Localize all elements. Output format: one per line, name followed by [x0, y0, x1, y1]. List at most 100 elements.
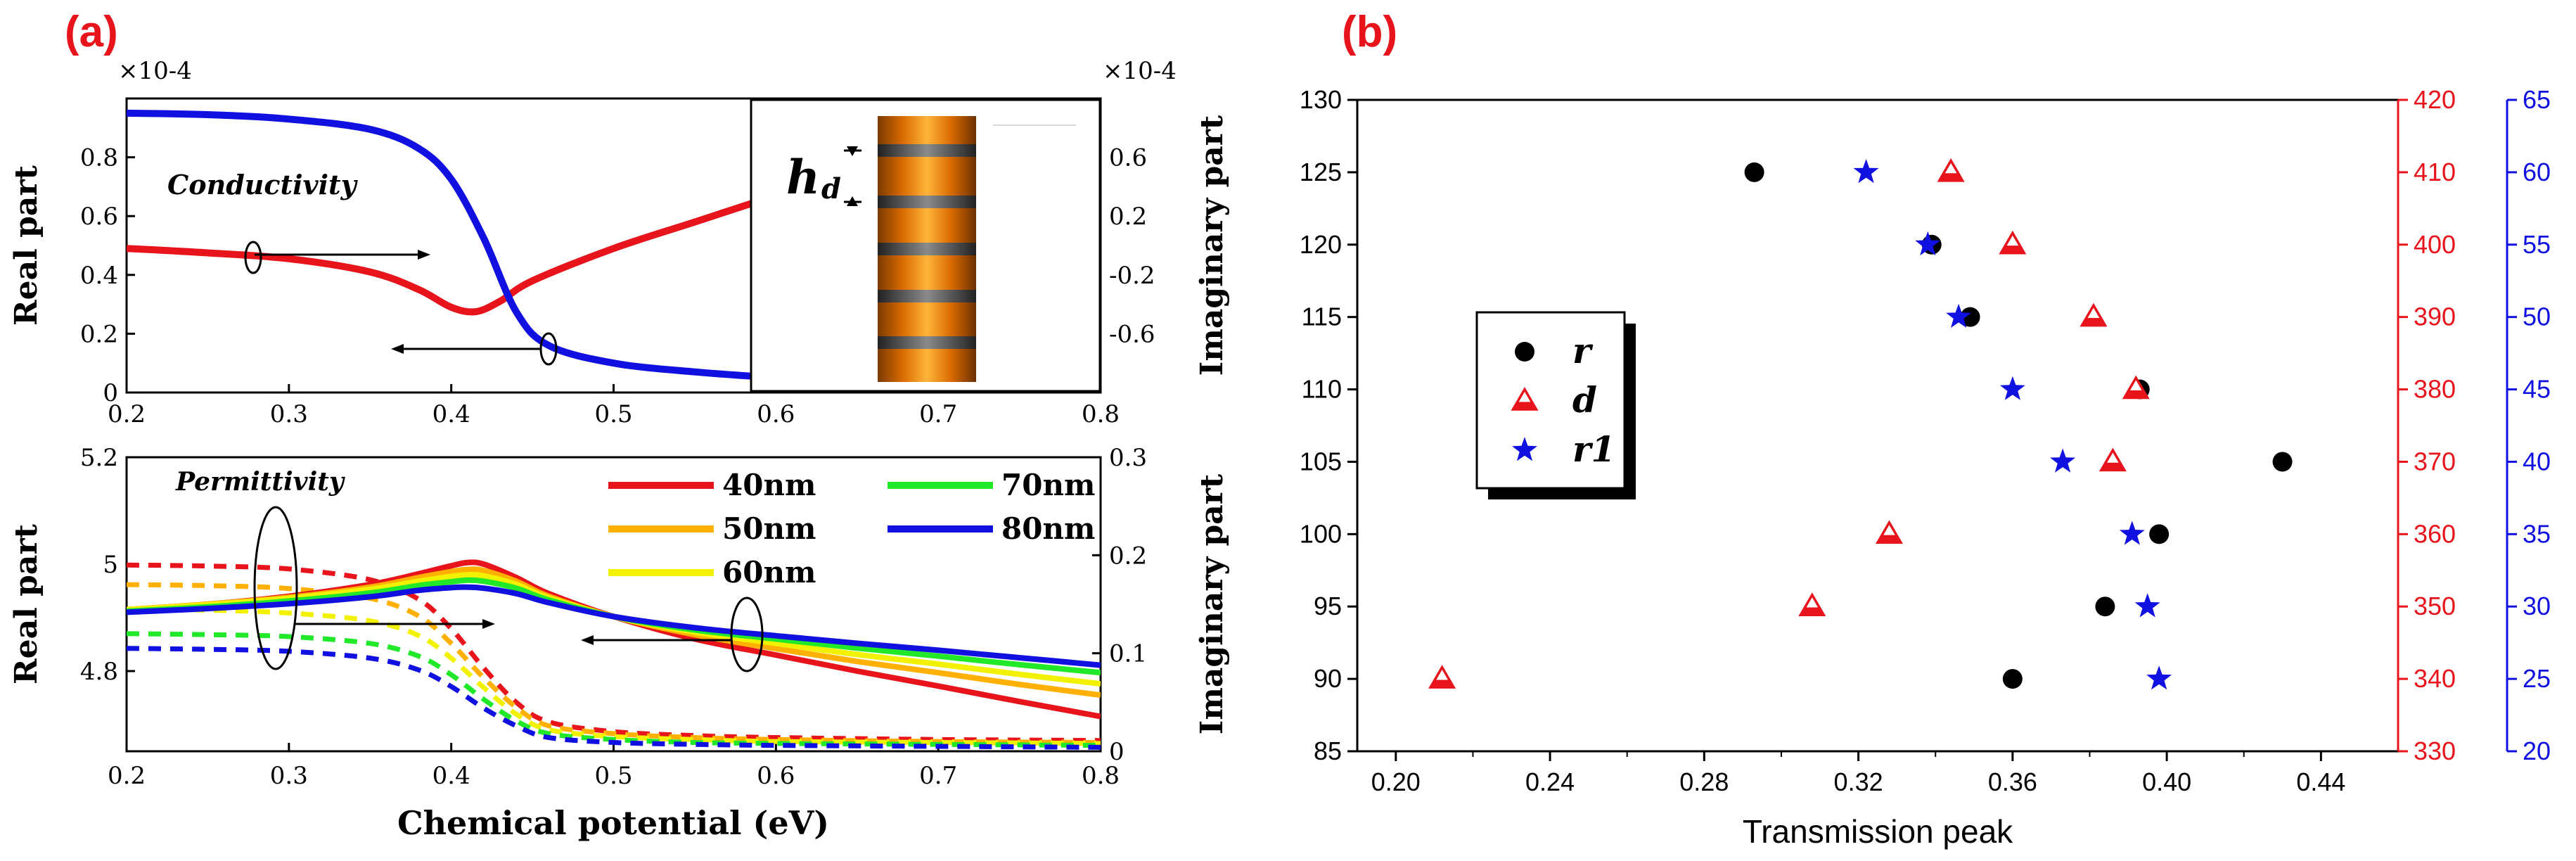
b-y2-tick-label: 360 — [2414, 519, 2456, 548]
legend-label-r: r — [1572, 330, 1594, 371]
scatter-point-d — [1999, 230, 2027, 255]
top-right-multiplier: ×10-4 — [1103, 57, 1177, 85]
conductivity-series-line — [127, 192, 777, 316]
b-x-tick-label: 0.28 — [1679, 767, 1729, 796]
scatter-point-r1 — [2134, 593, 2160, 618]
legend-label: 70nm — [1001, 468, 1095, 502]
b-x-tick-label: 0.44 — [2296, 767, 2345, 796]
b-y-tick-label: 85 — [1314, 736, 1342, 765]
bottom-y2-tick-label: 0.2 — [1109, 542, 1147, 570]
bottom-right-axis-label: Imaginary part — [1194, 473, 1230, 734]
b-y-tick-label: 95 — [1314, 592, 1342, 620]
b-y3-tick-label: 60 — [2523, 158, 2551, 186]
b-y-tick-label: 130 — [1300, 85, 1342, 114]
b-x-tick-label: 0.20 — [1371, 767, 1421, 796]
b-y3-tick-label: 45 — [2523, 375, 2551, 404]
scatter-point-r1 — [1915, 231, 1941, 256]
b-y3-tick-label: 30 — [2523, 592, 2551, 620]
arrow-head-right-bottom — [482, 619, 495, 629]
triangle-fill — [1877, 535, 1901, 543]
permittivity-real-line — [127, 566, 1101, 699]
scatter-point-r1 — [1999, 376, 2025, 400]
b-y2-tick-label: 370 — [2414, 447, 2456, 476]
b-y-tick-label: 115 — [1302, 302, 1342, 331]
triangle-fill — [1430, 680, 1454, 688]
b-y3-tick-label: 20 — [2523, 736, 2551, 765]
legend-marker-d — [1511, 387, 1539, 411]
bottom-x-tick-label: 0.7 — [919, 762, 957, 790]
permittivity-real-line — [127, 577, 1101, 676]
triangle-fill — [1513, 402, 1537, 409]
real-part-marker-ellipse — [253, 506, 298, 670]
bottom-y-tick-label: 5.2 — [80, 444, 118, 472]
b-y2-tick-label: 340 — [2414, 664, 2456, 693]
b-y2-tick-label: 350 — [2414, 592, 2456, 620]
top-y2-tick-label: 0.2 — [1109, 203, 1147, 231]
scatter-point-r1 — [1946, 303, 1972, 328]
b-y-tick-label: 125 — [1300, 158, 1342, 186]
scatter-point-r1 — [2050, 448, 2076, 473]
top-y2-tick-label: -0.6 — [1109, 320, 1155, 348]
scatter-point-d — [2122, 375, 2150, 400]
permittivity-imag-line — [127, 646, 1101, 750]
b-y3-tick-label: 55 — [2523, 230, 2551, 259]
imag-part-marker-ellipse — [730, 597, 764, 672]
bottom-x-tick-label: 0.8 — [1082, 762, 1120, 790]
scatter-legend: rd r1 — [1475, 311, 1636, 499]
b-y3-tick-label: 65 — [2523, 85, 2551, 114]
top-y-tick-label: 0.2 — [80, 320, 118, 348]
scatter-chart: 0.20 0.24 0.28 0.32 0.36 0.40 0.44 85 90 95 100 105… — [1300, 85, 2551, 850]
triangle-fill — [2082, 317, 2106, 326]
b-y-tick-label: 105 — [1300, 447, 1342, 476]
top-left-multiplier: ×10-4 — [118, 57, 192, 85]
top-y2-tick-label: 0.6 — [1109, 144, 1147, 172]
scatter-point-d — [1428, 665, 1456, 689]
top-x-tick-label: 0.7 — [919, 400, 957, 428]
triangle-fill — [2001, 245, 2025, 253]
legend-label-r1: r1 — [1572, 428, 1615, 470]
b-y-tick-label: 100 — [1300, 519, 1342, 548]
legend-label: 40nm — [722, 468, 816, 502]
arrow-head-left-bottom — [581, 635, 594, 645]
bottom-x-tick-label: 0.5 — [594, 762, 632, 790]
left-curve-marker-ellipse — [244, 241, 262, 274]
top-y-tick-label: 0.8 — [80, 144, 118, 172]
thickness-legend: 40nm 50nm 60nm 70nm 80nm — [608, 468, 1095, 589]
top-y-tick-label: 0 — [103, 379, 118, 407]
top-x-tick-label: 0.2 — [108, 400, 146, 428]
top-x-tick-label: 0.5 — [594, 400, 632, 428]
permittivity-real-line — [127, 584, 1101, 668]
b-y3-tick-label: 40 — [2523, 447, 2551, 476]
b-y3-tick-label: 35 — [2523, 519, 2551, 548]
scatter-point-r1 — [1853, 159, 1879, 184]
panel-label-a: (a) — [65, 8, 118, 56]
b-x-tick-label: 0.24 — [1525, 767, 1575, 796]
scatter-point-r — [1960, 307, 1980, 327]
panel-label-b: (b) — [1342, 8, 1397, 56]
scatter-point-d — [2080, 302, 2108, 327]
inset-label-h: h — [786, 150, 820, 205]
scatter-point-r — [2149, 524, 2170, 544]
conductivity-chart: 0.2 0.3 0.4 0.5 0.6 0.7 0.800.20.40.60.8-0.6-0… — [8, 57, 1230, 428]
bottom-x-tick-label: 0.2 — [108, 762, 146, 790]
legend-marker-r1 — [1512, 437, 1537, 461]
b-x-tick-label: 0.40 — [2142, 767, 2191, 796]
b-y3-tick-label: 25 — [2523, 664, 2551, 693]
b-y3-tick-label: 50 — [2523, 302, 2551, 331]
scatter-point-r1 — [2119, 521, 2145, 545]
legend-label-d: d — [1572, 379, 1597, 421]
b-y-tick-label: 110 — [1302, 375, 1342, 404]
top-x-tick-label: 0.6 — [757, 400, 795, 428]
scatter-point-r — [2002, 669, 2023, 689]
b-y2-tick-label: 390 — [2414, 302, 2456, 331]
b-x-tick-label: 0.36 — [1988, 767, 2037, 796]
top-x-tick-label: 0.4 — [432, 400, 470, 428]
triangle-fill — [2124, 390, 2148, 398]
bottom-y-tick-label: 4.8 — [80, 658, 118, 686]
x-axis-label-chemical-potential: Chemical potential (eV) — [397, 804, 829, 842]
b-y-tick-label: 90 — [1314, 664, 1342, 693]
top-y2-tick-label: -0.2 — [1109, 262, 1155, 290]
permittivity-imag-line — [127, 606, 1101, 746]
arrow-head-left — [391, 344, 404, 354]
